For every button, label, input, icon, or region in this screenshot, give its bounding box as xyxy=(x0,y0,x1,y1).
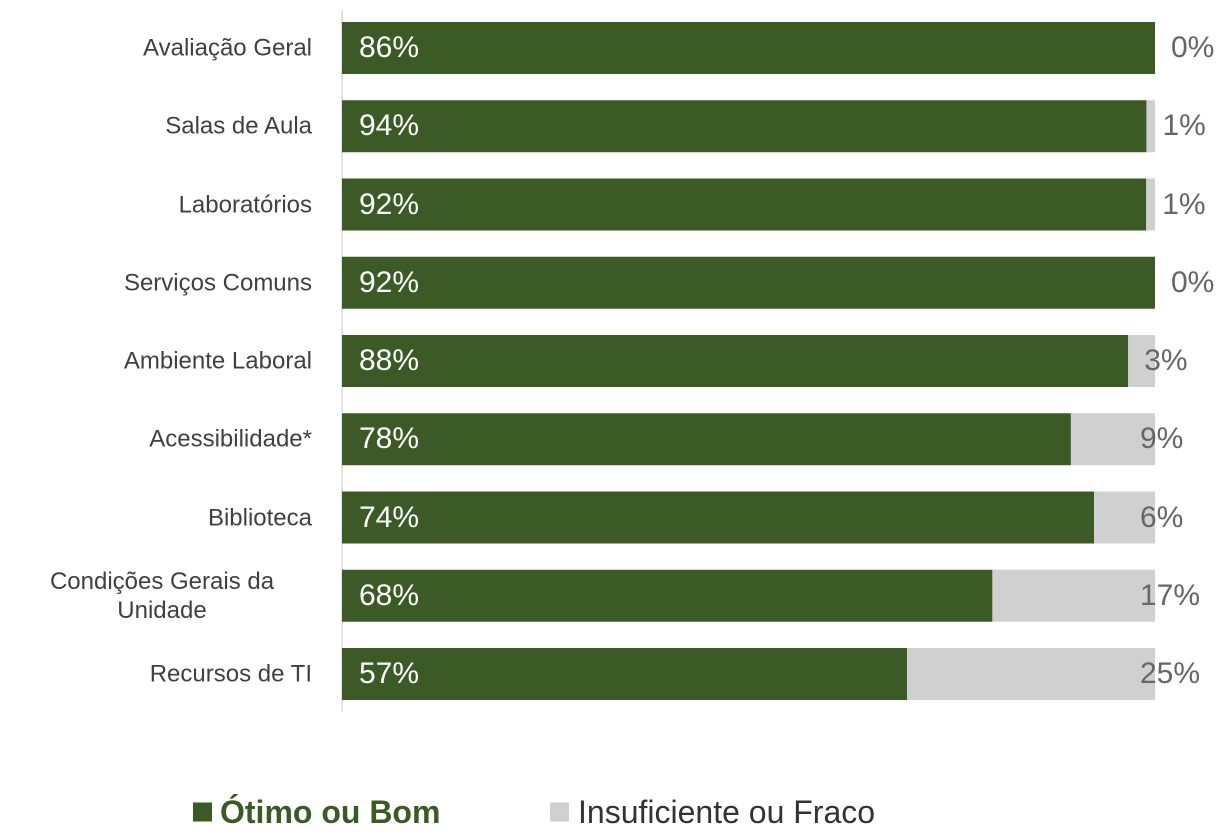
bar-segment xyxy=(342,178,1147,231)
data-label: 86% xyxy=(359,31,420,64)
data-label: 25% xyxy=(1140,657,1201,690)
bar-segment xyxy=(1128,335,1155,387)
legend-label: Ótimo ou Bom xyxy=(220,794,441,830)
bar-segment xyxy=(1146,100,1155,153)
data-label: 88% xyxy=(359,344,420,377)
data-label: 94% xyxy=(359,109,420,143)
data-label: 17% xyxy=(1140,578,1201,612)
data-label: 1% xyxy=(1162,109,1206,143)
bar-segment xyxy=(342,335,1129,387)
y-tick-label: Laboratórios xyxy=(178,191,312,218)
bar-segment xyxy=(907,648,1155,700)
bar-segment xyxy=(992,569,1155,622)
y-tick-label: Acessibilidade* xyxy=(149,425,312,453)
data-label: 74% xyxy=(359,500,420,534)
y-tick-label: Biblioteca xyxy=(207,504,312,531)
y-tick-label: Condições Gerais da Unidade xyxy=(49,567,275,624)
data-label: 92% xyxy=(359,265,420,299)
bar-segment xyxy=(342,648,908,700)
data-label: 68% xyxy=(359,578,420,612)
y-tick-label: Serviços Comuns xyxy=(123,269,312,297)
bar-segment xyxy=(342,22,1155,74)
data-label: 92% xyxy=(359,187,420,221)
data-label: 0% xyxy=(1171,265,1215,299)
legend-swatch xyxy=(193,802,212,822)
data-label: 1% xyxy=(1162,187,1206,221)
bar-segment xyxy=(342,569,993,622)
bar-segment xyxy=(342,256,1155,309)
y-tick-label: Salas de Aula xyxy=(165,112,312,140)
data-label: 78% xyxy=(359,422,420,456)
y-tick-label: Recursos de TI xyxy=(149,660,312,688)
legend-label: Insuficiente ou Fraco xyxy=(578,794,876,830)
bar-segment xyxy=(1070,413,1155,466)
y-tick-label: Avaliação Geral xyxy=(143,34,312,62)
bar-segment xyxy=(342,413,1071,466)
data-label: 57% xyxy=(359,657,420,690)
y-tick-label: Ambiente Laboral xyxy=(123,347,312,375)
data-label: 6% xyxy=(1140,500,1184,534)
bar-segment xyxy=(1146,178,1155,231)
bar-segment xyxy=(342,100,1147,153)
data-label: 3% xyxy=(1144,344,1188,377)
data-label: 0% xyxy=(1171,31,1215,64)
legend-swatch xyxy=(550,802,569,822)
data-label: 9% xyxy=(1140,422,1184,456)
bar-segment xyxy=(342,491,1095,544)
bar-segment xyxy=(1094,491,1155,544)
